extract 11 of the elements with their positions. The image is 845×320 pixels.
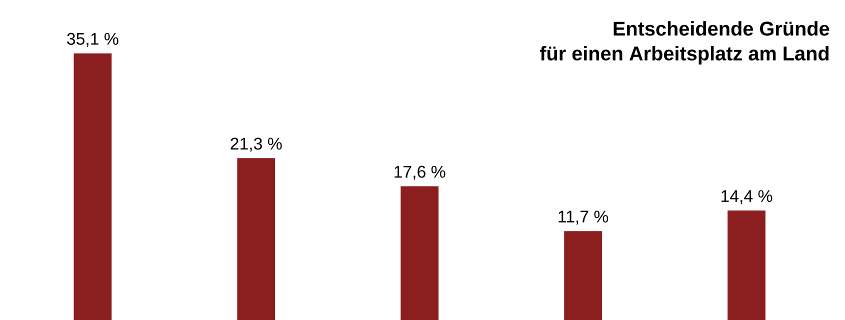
chart-title: Entscheidende Gründe für einen Arbeitsplatz am Land [540, 21, 830, 64]
bar [237, 158, 276, 320]
bar [728, 210, 766, 320]
data-label: 17,6 % [394, 166, 446, 180]
data-label: 35,1 % [67, 32, 118, 47]
bar [400, 186, 439, 320]
data-label: 14,4 % [722, 190, 772, 204]
data-label: 21,3 % [230, 138, 282, 152]
bar [564, 231, 602, 320]
data-label: 11,7 % [558, 210, 608, 225]
bar [74, 53, 112, 320]
